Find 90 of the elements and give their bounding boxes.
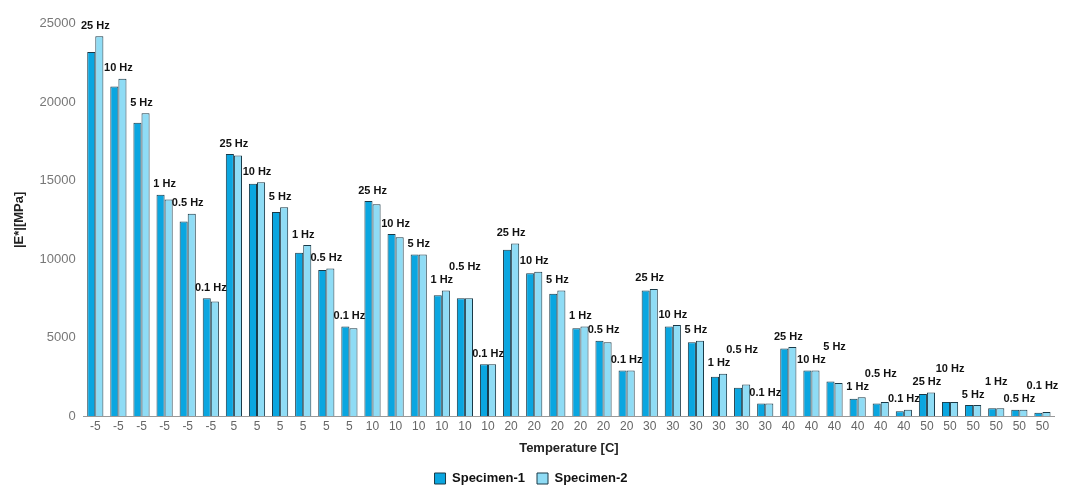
annotation: 0.5 Hz (171, 196, 205, 209)
x-tick-label: -5 (136, 418, 148, 433)
x-tick-label: 40 (804, 418, 819, 433)
x-tick-label: 5 (322, 418, 330, 433)
annotation: 0.5 Hz (449, 260, 482, 273)
x-tick-label: 20 (527, 418, 542, 433)
y-tick-label: 15000 (39, 172, 76, 188)
x-tick-label: 50 (1012, 418, 1027, 433)
x-tick-label: 20 (619, 418, 634, 433)
annotation: 5 Hz (546, 273, 570, 286)
x-tick-label: 50 (943, 418, 958, 433)
x-tick-label: 10 (481, 418, 496, 433)
annotation: 25 Hz (635, 271, 665, 284)
y-axis-title: |E*|[MPa] (11, 191, 27, 249)
x-tick-label: 30 (643, 418, 657, 433)
annotation: 1 Hz (291, 227, 316, 240)
x-tick-label: 30 (689, 418, 703, 433)
x-tick-label: 20 (596, 418, 611, 433)
x-tick-label: -5 (182, 418, 194, 433)
x-tick-label: 5 (299, 418, 307, 433)
annotation: 10 Hz (104, 61, 134, 74)
x-tick-label: -5 (113, 418, 125, 433)
y-tick-label: 0 (68, 407, 76, 423)
annotation: 25 Hz (219, 136, 249, 149)
annotation: 0.1 Hz (610, 353, 644, 366)
annotation: 10 Hz (797, 353, 827, 366)
annotation: 0.5 Hz (587, 323, 620, 336)
x-tick-label: 5 (276, 418, 284, 433)
annotation: 10 Hz (658, 307, 688, 320)
x-tick-label: 10 (365, 418, 380, 433)
annotation: 5 Hz (961, 387, 985, 400)
annotation: 10 Hz (935, 362, 965, 374)
x-tick-label: 20 (573, 418, 588, 433)
x-tick-label: 10 (458, 418, 472, 433)
x-tick-label: 30 (758, 418, 773, 433)
annotation: 0.5 Hz (310, 251, 343, 264)
annotation: 1 Hz (153, 177, 177, 190)
annotation: 10 Hz (242, 164, 272, 177)
annotation: 0.5 Hz (864, 366, 898, 379)
annotation: 1 Hz (984, 374, 1009, 387)
annotation: 10 Hz (519, 254, 550, 267)
y-tick-label: 20000 (39, 93, 76, 109)
x-tick-label: 30 (666, 418, 680, 433)
annotation: 5 Hz (823, 340, 847, 353)
x-tick-label: -5 (89, 418, 101, 433)
annotation: 0.5 Hz (726, 343, 759, 356)
annotation: 0.1 Hz (1026, 379, 1059, 392)
x-tick-label: 50 (1035, 418, 1050, 433)
x-tick-label: 5 (253, 418, 261, 433)
x-tick-label: 10 (388, 418, 403, 433)
annotation: 5 Hz (130, 95, 154, 108)
x-tick-label: 40 (897, 418, 911, 433)
x-tick-label: -5 (205, 418, 217, 433)
annotation: 25 Hz (496, 225, 526, 238)
x-tick-label: 40 (850, 418, 865, 433)
x-tick-label: 40 (827, 418, 842, 433)
x-tick-label: 50 (989, 418, 1004, 433)
annotation: 1 Hz (707, 356, 731, 369)
y-tick-label: 10000 (39, 250, 76, 266)
annotation: 5 Hz (407, 236, 431, 249)
legend-label: Specimen-2 (554, 470, 628, 486)
x-axis-title: Temperature [C] (519, 439, 619, 455)
x-tick-label: 40 (874, 418, 888, 433)
x-tick-label: 10 (435, 418, 449, 433)
annotation: 5 Hz (268, 189, 292, 202)
x-tick-label: -5 (159, 418, 171, 433)
annotation: 25 Hz (773, 329, 804, 342)
annotation: 1 Hz (846, 379, 870, 392)
x-tick-label: 5 (230, 418, 238, 433)
y-tick-label: 25000 (39, 15, 76, 31)
x-tick-label: 20 (504, 418, 519, 433)
annotation: 5 Hz (684, 323, 708, 336)
annotation: 25 Hz (80, 18, 111, 31)
annotation: 0.1 Hz (333, 309, 366, 322)
annotation: 25 Hz (912, 375, 942, 387)
annotation: 1 Hz (569, 309, 593, 322)
x-tick-label: 5 (346, 418, 354, 433)
annotation: 25 Hz (358, 183, 388, 196)
x-tick-label: 30 (735, 418, 750, 433)
x-tick-label: 50 (920, 418, 934, 433)
x-tick-label: 30 (712, 418, 727, 433)
legend-label: Specimen-1 (452, 470, 526, 486)
y-tick-label: 5000 (46, 329, 76, 345)
x-tick-label: 50 (966, 418, 981, 433)
x-tick-label: 20 (550, 418, 565, 433)
x-tick-label: 40 (781, 418, 796, 433)
annotation: 0.5 Hz (1003, 392, 1036, 405)
x-tick-label: 10 (412, 418, 426, 433)
annotation: 10 Hz (381, 216, 411, 229)
annotation: 1 Hz (430, 273, 454, 286)
